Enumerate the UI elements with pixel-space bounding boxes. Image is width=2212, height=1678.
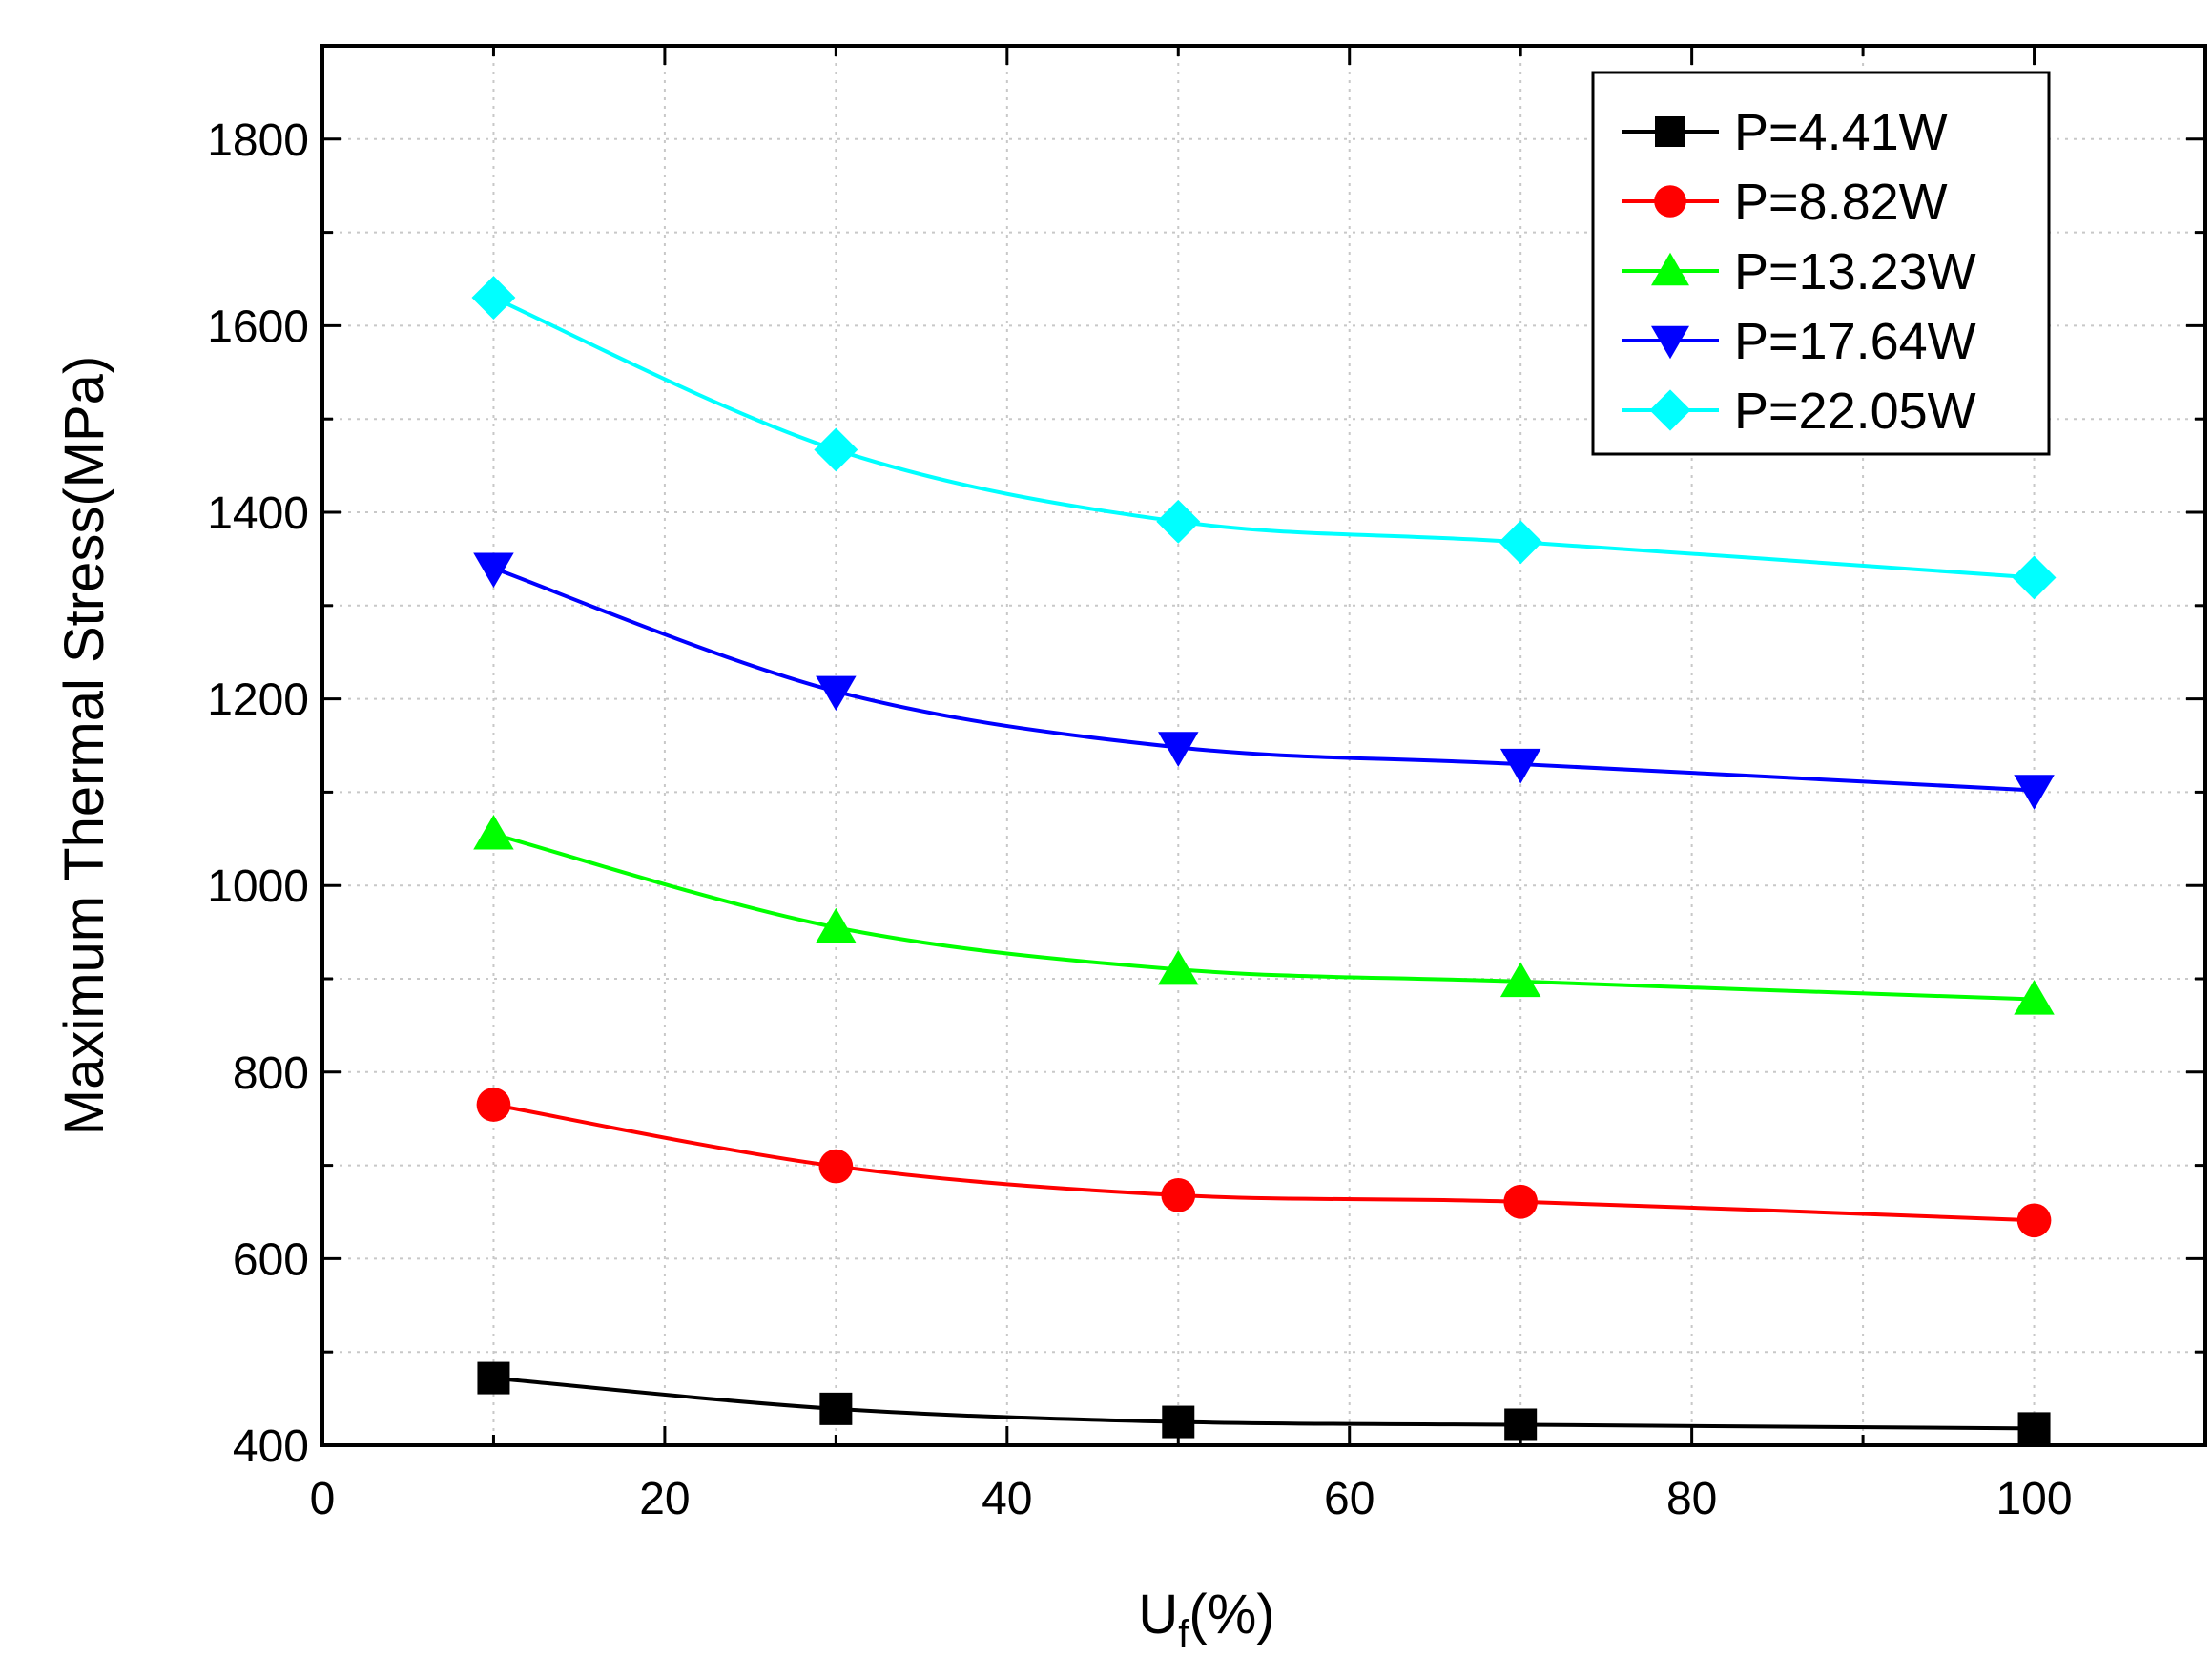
series-2 <box>476 1088 2052 1238</box>
legend-item: P=17.64W <box>1622 313 1976 370</box>
data-point <box>818 1149 854 1184</box>
legend-label: P=17.64W <box>1734 313 1976 370</box>
legend-item: P=13.23W <box>1622 243 1976 300</box>
y-tick-label: 400 <box>233 1421 309 1472</box>
data-point <box>1156 499 1201 544</box>
legend-label: P=4.41W <box>1734 104 1948 161</box>
x-tick-label: 40 <box>982 1474 1032 1524</box>
legend-label: P=8.82W <box>1734 174 1948 231</box>
plot-area-frame <box>320 44 2207 1447</box>
series-4 <box>473 552 2055 810</box>
x-tick-label: 60 <box>1324 1474 1375 1524</box>
series-1 <box>477 1361 2051 1445</box>
data-point <box>1158 732 1199 767</box>
y-tick-label: 800 <box>233 1048 309 1099</box>
data-point <box>819 1392 853 1425</box>
legend-marker <box>1655 116 1685 147</box>
legend-item: P=22.05W <box>1622 383 1976 440</box>
data-point <box>473 815 514 850</box>
x-axis-title-main: U <box>1138 1584 1178 1646</box>
data-point <box>1162 1405 1195 1439</box>
data-point <box>814 427 858 472</box>
x-axis-title: Uf(%) <box>1138 1584 1274 1655</box>
data-point <box>1499 962 1541 998</box>
data-point <box>1499 520 1543 565</box>
series-5 <box>471 276 2057 600</box>
x-tick-label: 80 <box>1666 1474 1717 1524</box>
data-point <box>473 552 514 589</box>
series-line <box>493 1376 2035 1431</box>
legend-marker <box>1654 185 1686 218</box>
data-point <box>1499 748 1541 784</box>
y-tick-label: 600 <box>233 1234 309 1285</box>
data-point <box>471 276 516 321</box>
x-tick-label: 20 <box>639 1474 690 1524</box>
legend-label: P=13.23W <box>1734 243 1976 300</box>
series-line <box>493 1103 2035 1223</box>
axis-ticks <box>320 44 2207 1447</box>
data-point <box>816 907 857 943</box>
series-group <box>471 276 2057 1445</box>
x-axis-title-unit: (%) <box>1189 1584 1274 1646</box>
y-axis-title: Maximum Thermal Stress(MPa) <box>53 356 115 1136</box>
data-point <box>2016 1203 2052 1238</box>
data-point <box>1161 1178 1196 1212</box>
legend-item: P=8.82W <box>1622 174 1948 231</box>
legend-label: P=22.05W <box>1734 383 1976 440</box>
legend-item: P=4.41W <box>1622 104 1948 161</box>
data-point <box>1503 1184 1539 1219</box>
data-point <box>477 1361 510 1395</box>
tick-labels: 0 20 40 60 80 100 400 600 800 1000 1200 1400 1600 180… <box>207 115 2072 1524</box>
x-axis-title-subscript: f <box>1178 1613 1189 1655</box>
data-point <box>2012 555 2057 600</box>
y-tick-label: 1000 <box>207 861 309 912</box>
data-point <box>1158 949 1199 985</box>
data-point <box>816 675 857 712</box>
x-tick-label: 100 <box>1995 1474 2072 1524</box>
series-3 <box>473 815 2055 1015</box>
y-tick-label: 1200 <box>207 675 309 726</box>
data-point <box>2014 775 2055 810</box>
legend: P=4.41W P=8.82W P=13.23W P=17.64W P=22.05W <box>1591 71 2051 456</box>
legend-marker <box>1651 325 1689 360</box>
x-tick-label: 0 <box>310 1474 336 1524</box>
data-point <box>2014 980 2055 1015</box>
y-tick-label: 1600 <box>207 301 309 352</box>
y-tick-label: 1400 <box>207 488 309 539</box>
data-point <box>476 1088 511 1122</box>
y-tick-label: 1800 <box>207 115 309 166</box>
legend-marker <box>1649 389 1691 431</box>
legend-marker <box>1651 252 1689 286</box>
